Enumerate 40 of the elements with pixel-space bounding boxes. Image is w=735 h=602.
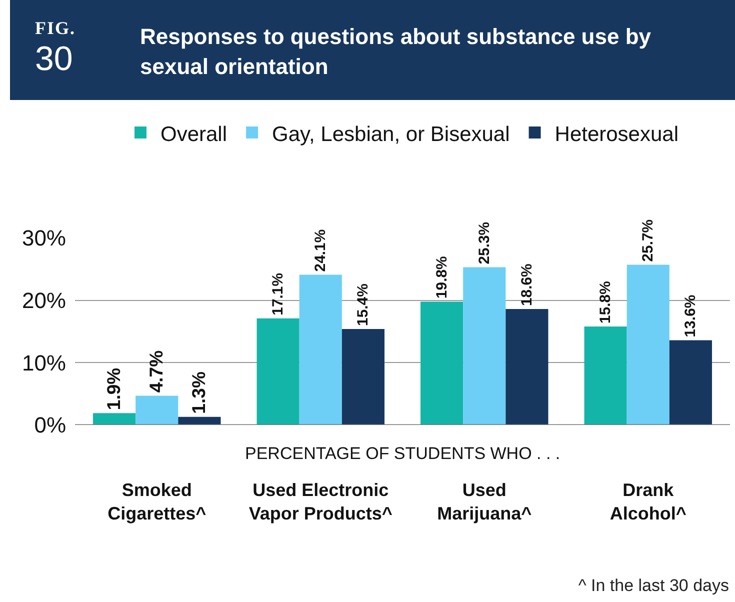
y-tick-label: 30% [22, 226, 66, 251]
bar [299, 274, 342, 425]
bar [506, 309, 548, 425]
y-tick-label: 10% [22, 350, 66, 376]
bar [463, 267, 506, 425]
data-label: 24.1% [312, 229, 330, 272]
x-tick-label: Used Marijuana^ [437, 480, 532, 524]
text: 30 [35, 40, 73, 79]
data-label: 18.6% [518, 264, 536, 306]
data-label: 25.7% [640, 219, 657, 262]
text: FIG. [35, 18, 76, 39]
x-tick-label: Drank Alcohol^ [610, 480, 687, 524]
bar [342, 329, 384, 425]
x-tick-label: Smoked Cigarettes^ [108, 480, 207, 524]
data-label: 4.7% [145, 350, 166, 393]
data-label: 15.8% [597, 281, 614, 324]
x-tick-label: Used Electronic Vapor Products^ [248, 480, 393, 524]
legend-label: Overall [160, 122, 228, 146]
data-label: 15.4% [354, 284, 372, 326]
y-tick-label: 0% [34, 412, 66, 438]
bar [136, 396, 178, 425]
y-tick-label: 20% [22, 288, 66, 314]
legend-label: Gay, Lesbian, or Bisexual [272, 122, 510, 146]
bar [178, 416, 221, 425]
text: ^ In the last 30 days [578, 576, 729, 596]
data-label: 25.3% [476, 222, 493, 264]
bar [420, 302, 464, 425]
bar [256, 318, 300, 425]
legend-label: Heterosexual [554, 122, 679, 146]
data-label: 19.8% [433, 256, 450, 299]
data-label: 1.9% [102, 367, 124, 410]
bar [584, 326, 627, 425]
data-label: 17.1% [270, 273, 287, 316]
data-label: 13.6% [682, 294, 700, 338]
data-label: 1.3% [188, 371, 210, 414]
bar [93, 413, 136, 425]
bar [669, 340, 712, 425]
chart-title: Responses to questions about substance use by sexual orientation [140, 23, 652, 81]
bar [626, 264, 670, 425]
x-axis-title: PERCENTAGE OF STUDENTS WHO . . . [245, 444, 560, 463]
